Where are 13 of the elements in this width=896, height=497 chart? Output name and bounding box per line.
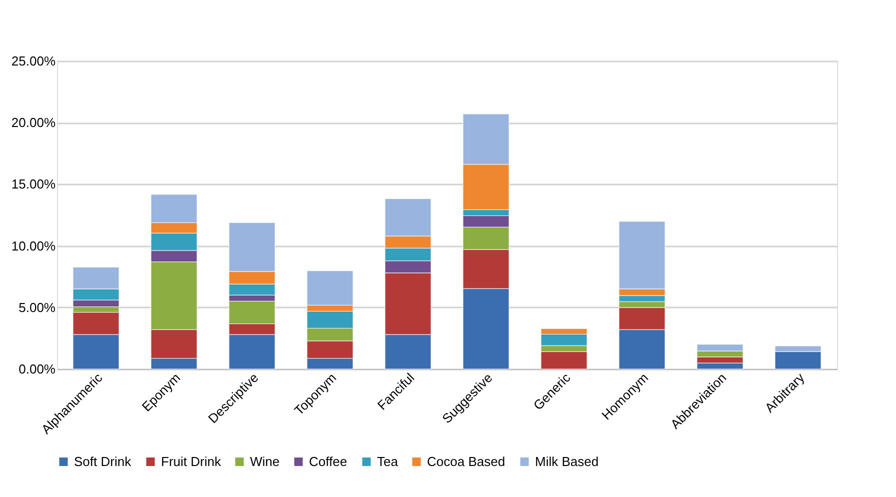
- y-tick-label: 20.00%: [11, 115, 56, 130]
- legend-label: Fruit Drink: [161, 454, 222, 469]
- y-tick-label: 25.00%: [11, 54, 56, 68]
- legend-label: Tea: [377, 454, 399, 469]
- legend-label: Cocoa Based: [427, 454, 506, 469]
- y-tick-label: 10.00%: [11, 238, 56, 254]
- y-tick-label: 0.00%: [18, 362, 56, 376]
- y-tick-label: 5.00%: [18, 300, 56, 315]
- legend-label: Milk Based: [535, 454, 599, 469]
- legend-label: Soft Drink: [74, 454, 132, 469]
- legend-label: Coffee: [309, 454, 348, 469]
- y-tick-label: 15.00%: [11, 176, 56, 192]
- legend-label: Wine: [250, 454, 280, 469]
